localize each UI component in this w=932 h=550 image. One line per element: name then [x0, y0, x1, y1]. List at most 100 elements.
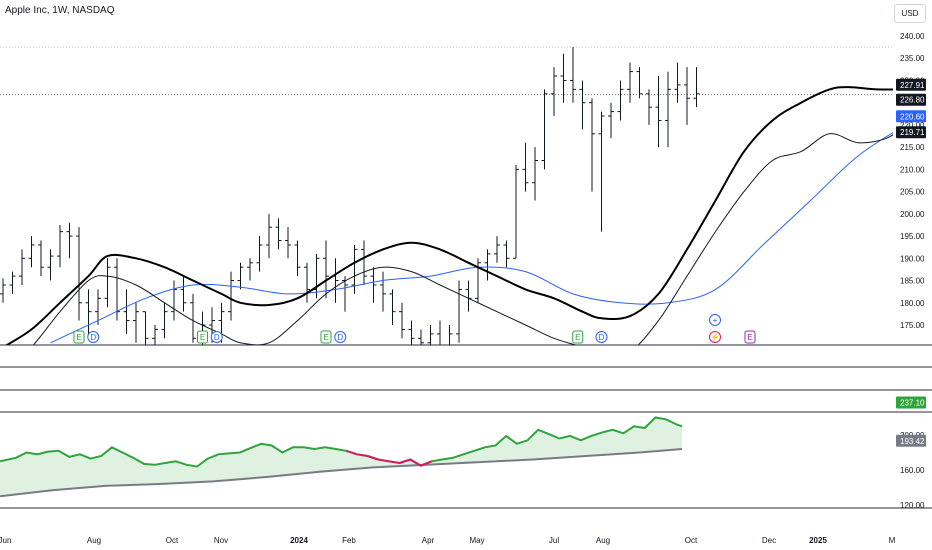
- dividend-badge: D: [87, 331, 100, 343]
- price-tick: 215.00: [900, 143, 925, 152]
- price-tick: 220.00: [900, 121, 925, 130]
- price-label-text: 226.80: [900, 96, 925, 105]
- rs-moving-average: [0, 448, 683, 498]
- time-tick: Jun: [0, 536, 11, 545]
- ohlc-bar: [104, 258, 111, 308]
- time-tick: Feb: [342, 536, 356, 545]
- ohlc-bar: [142, 311, 149, 345]
- ohlc-bar: [323, 240, 329, 299]
- ohlc-bar: [304, 262, 310, 303]
- main-clipped-group: [0, 47, 893, 345]
- ohlc-bar: [370, 267, 377, 303]
- badge-shape: [320, 330, 332, 344]
- split-glyph: ⚡: [710, 332, 720, 342]
- time-axis[interactable]: Jun Aug Oct Nov 2024 Feb Apr May Jul Aug Oct Dec 202…: [0, 536, 896, 545]
- ohlc-bar: [190, 293, 196, 343]
- time-tick: Dec: [762, 536, 776, 545]
- badge-letter: D: [90, 333, 96, 342]
- plus-icon: [709, 314, 721, 326]
- ohlc-bar: [627, 62, 633, 103]
- ohlc-bar: [95, 289, 101, 325]
- ohlc-bar: [380, 271, 386, 312]
- time-tick: M: [889, 536, 896, 545]
- ohlc-bar: [684, 67, 690, 125]
- price-label: 219.71: [896, 126, 926, 139]
- price-tick: 205.00: [900, 188, 925, 197]
- ohlc-bar: [361, 240, 367, 285]
- event-badges[interactable]: E D E D E D E D+⚡ E: [73, 314, 756, 344]
- time-tick: Aug: [87, 536, 101, 545]
- currency-button[interactable]: USD: [894, 4, 926, 23]
- future-earnings-badge: [744, 330, 756, 344]
- earnings-badge: E: [197, 330, 208, 344]
- badge-shape: [197, 330, 208, 344]
- ohlc-bar: [85, 289, 92, 334]
- price-label: 227.91: [896, 78, 926, 91]
- ohlc-bar: [655, 76, 662, 148]
- ohlc-bar: [247, 258, 253, 281]
- badge-letter: E: [76, 333, 81, 342]
- price-label-bg: [896, 78, 926, 91]
- ohlc-bar: [57, 224, 63, 268]
- ohlc-bar: [342, 276, 348, 312]
- rs-tick: 120.00: [900, 501, 925, 510]
- future-events-badge: + ⚡ E: [709, 314, 756, 344]
- ohlc-bar: [636, 67, 643, 99]
- ohlc-bar: [541, 89, 548, 170]
- ohlc-bar: [665, 71, 671, 148]
- ohlc-bar: [9, 271, 16, 294]
- ohlc-bar: [475, 258, 481, 303]
- moving-average-blue: [50, 132, 893, 344]
- price-tick: 210.00: [900, 165, 925, 174]
- ohlc-bar: [133, 302, 139, 343]
- ohlc-bar: [0, 278, 6, 303]
- ohlc-bar: [171, 280, 177, 321]
- ohlc-bar: [399, 302, 405, 339]
- earnings-badge: E: [73, 330, 85, 344]
- moving-average-thick: [4, 86, 893, 345]
- price-tick: 180.00: [900, 299, 925, 308]
- ohlc-bar: [674, 62, 681, 103]
- rs-label-text: 193.42: [900, 437, 925, 446]
- ohlc-bar: [389, 289, 396, 325]
- ohlc-bar: [256, 236, 263, 272]
- price-tick: 190.00: [900, 254, 925, 263]
- price-label-bg: [896, 110, 926, 123]
- ohlc-bar: [19, 249, 25, 285]
- ohlc-bar: [66, 222, 73, 259]
- split-icon: [709, 331, 721, 343]
- ohlc-bar: [123, 289, 130, 334]
- ohlc-bar: [408, 320, 415, 345]
- rs-line-underperform: [345, 449, 432, 467]
- ohlc-bar: [114, 258, 120, 321]
- badge-letter: D: [599, 333, 605, 342]
- ohlc-bar: [579, 80, 586, 130]
- ohlc-bar: [503, 240, 510, 268]
- ohlc-bar: [437, 320, 441, 345]
- plus-glyph: +: [713, 316, 718, 325]
- ohlc-bar: [560, 53, 567, 103]
- ohlc-bar: [532, 147, 538, 201]
- ohlc-bar: [285, 227, 291, 259]
- ohlc-bar: [38, 240, 44, 277]
- time-tick: Apr: [422, 536, 435, 545]
- price-axis[interactable]: 240.00235.00230.00225.00220.00215.00210.…: [896, 32, 926, 510]
- rs-clipped-group: [0, 416, 683, 498]
- badge-letter: E: [323, 333, 328, 342]
- ohlc-bar: [608, 102, 614, 139]
- price-label-text: 227.91: [900, 81, 925, 90]
- pane-separators[interactable]: [0, 344, 932, 509]
- ohlc-bar: [494, 236, 500, 263]
- price-label-text: 220.60: [900, 112, 925, 121]
- moving-average-thin: [32, 133, 893, 345]
- price-tick: 175.00: [900, 321, 925, 330]
- time-tick: Jul: [549, 536, 559, 545]
- ohlc-bar: [152, 325, 158, 345]
- ohlc-bar: [161, 302, 168, 339]
- ohlc-bar: [484, 249, 491, 281]
- ohlc-bar: [332, 258, 339, 303]
- badge-shape: [210, 331, 223, 343]
- ohlc-bar: [513, 164, 519, 259]
- badge-shape: [73, 330, 85, 344]
